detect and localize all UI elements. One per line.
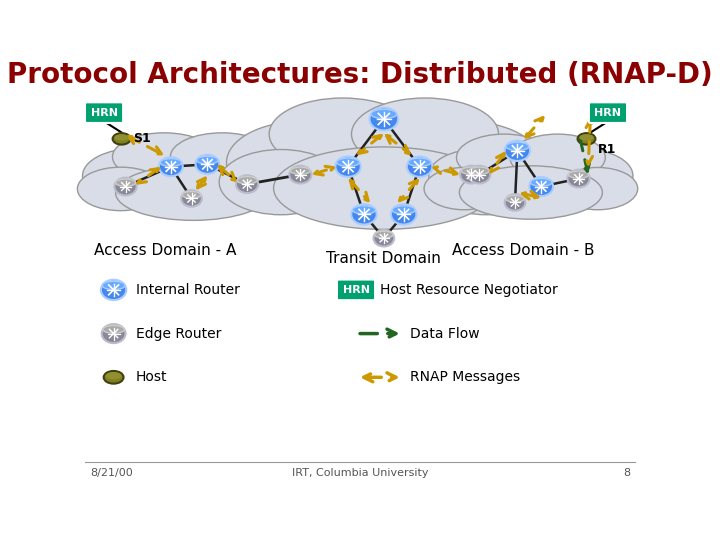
FancyBboxPatch shape [337,280,375,300]
Ellipse shape [505,195,524,202]
Ellipse shape [351,204,377,225]
Ellipse shape [102,324,125,343]
Ellipse shape [114,178,137,195]
Ellipse shape [407,157,432,177]
Ellipse shape [237,177,257,184]
Ellipse shape [115,179,135,186]
Ellipse shape [102,281,125,289]
Ellipse shape [459,166,603,219]
Ellipse shape [580,134,594,140]
FancyBboxPatch shape [589,102,627,123]
Ellipse shape [101,280,126,300]
Ellipse shape [195,155,220,174]
Ellipse shape [336,157,361,177]
Ellipse shape [103,326,125,333]
Text: Data Flow: Data Flow [410,327,480,341]
Ellipse shape [392,206,415,214]
Ellipse shape [462,167,481,174]
Ellipse shape [505,194,526,211]
Ellipse shape [182,192,201,198]
Ellipse shape [274,147,494,230]
Ellipse shape [160,159,181,166]
Ellipse shape [425,150,549,215]
Ellipse shape [219,150,343,215]
Ellipse shape [388,121,541,204]
Ellipse shape [529,177,553,196]
FancyBboxPatch shape [85,102,123,123]
Ellipse shape [429,149,528,202]
Text: S1: S1 [132,132,150,145]
Text: RNAP Messages: RNAP Messages [410,370,520,384]
Text: Access Domain - A: Access Domain - A [94,242,236,258]
Ellipse shape [104,371,124,383]
Ellipse shape [531,179,552,186]
Text: Protocol Architectures: Distributed (RNAP-D): Protocol Architectures: Distributed (RNA… [7,61,713,89]
Text: Internal Router: Internal Router [136,283,240,297]
Ellipse shape [374,231,393,238]
Ellipse shape [506,142,528,151]
Text: Edge Router: Edge Router [136,327,221,341]
Ellipse shape [557,167,638,210]
Ellipse shape [408,158,431,166]
Ellipse shape [159,157,183,176]
Ellipse shape [259,106,509,201]
Text: R1: R1 [598,143,616,156]
Ellipse shape [460,166,482,184]
Ellipse shape [196,148,304,203]
Ellipse shape [371,109,397,119]
Ellipse shape [116,165,271,220]
Ellipse shape [227,121,379,204]
Ellipse shape [197,156,218,164]
Ellipse shape [577,133,595,145]
Ellipse shape [424,167,504,210]
Ellipse shape [391,204,416,225]
Ellipse shape [569,171,588,178]
Ellipse shape [77,167,164,211]
Text: 8: 8 [623,468,630,478]
Ellipse shape [222,167,309,211]
Ellipse shape [181,190,202,207]
Ellipse shape [456,134,552,181]
Text: HRN: HRN [343,285,369,295]
Ellipse shape [236,176,258,193]
Text: Host Resource Negotiator: Host Resource Negotiator [380,283,557,297]
Ellipse shape [106,372,122,379]
Ellipse shape [114,134,129,140]
Ellipse shape [269,98,416,170]
Text: Host: Host [136,370,167,384]
Text: 8/21/00: 8/21/00 [90,468,132,478]
Ellipse shape [289,166,312,184]
Text: IRT, Columbia University: IRT, Columbia University [292,468,428,478]
Ellipse shape [171,133,274,181]
Ellipse shape [534,149,633,202]
Text: HRN: HRN [595,107,621,118]
Text: HRN: HRN [91,107,117,118]
Ellipse shape [510,134,606,181]
Ellipse shape [105,139,281,201]
Ellipse shape [112,133,130,145]
Ellipse shape [337,158,359,166]
Ellipse shape [567,170,590,187]
Text: Transit Domain: Transit Domain [326,251,441,266]
Ellipse shape [468,166,490,184]
Text: Access Domain - B: Access Domain - B [451,242,594,258]
Ellipse shape [290,167,310,174]
Ellipse shape [112,133,216,181]
Ellipse shape [353,206,375,214]
Ellipse shape [469,167,489,174]
Ellipse shape [351,98,498,170]
Ellipse shape [374,230,394,246]
Ellipse shape [369,107,398,131]
Ellipse shape [450,140,612,201]
Ellipse shape [83,148,190,203]
Ellipse shape [505,140,530,161]
